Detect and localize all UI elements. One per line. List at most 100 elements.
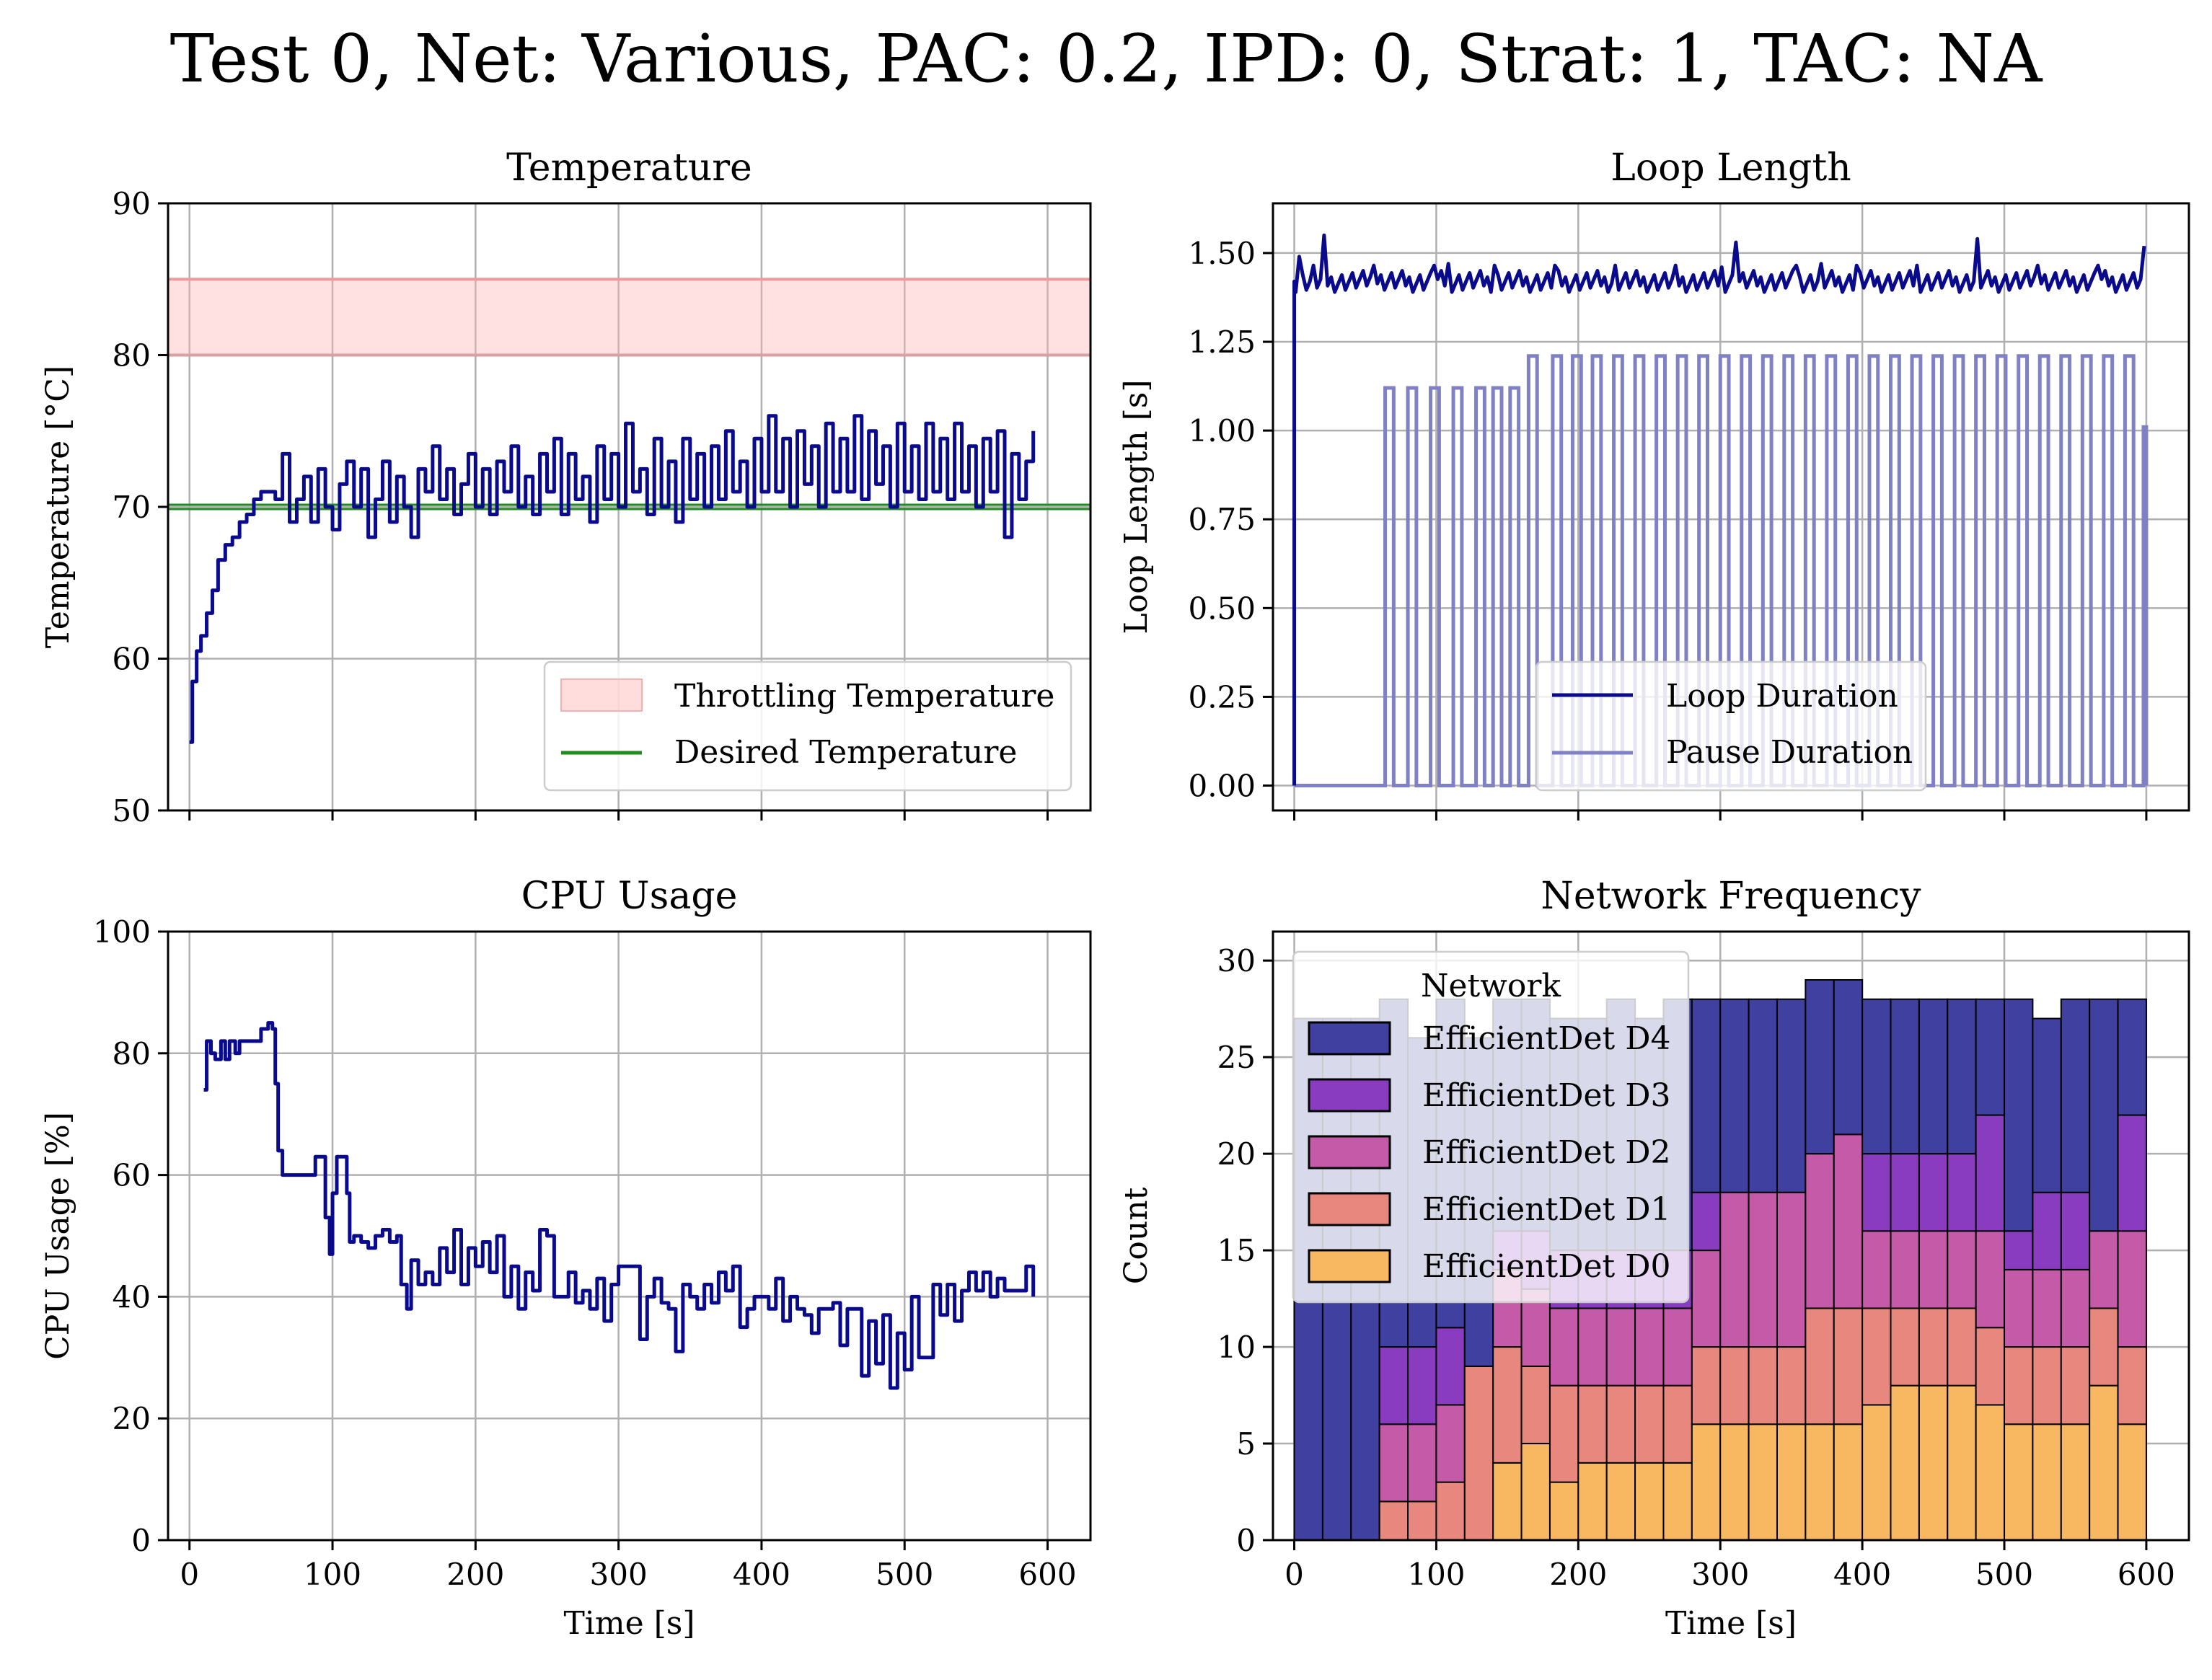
- x-tick-label: 0: [1285, 1557, 1304, 1592]
- bar-efficientdet-d3: [1861, 1153, 1892, 1232]
- y-tick-label: 0: [1236, 1523, 1256, 1558]
- y-tick-label: 60: [113, 642, 151, 677]
- cpu-usage-series: [203, 1021, 1036, 1390]
- bar-efficientdet-d0: [1548, 1481, 1579, 1540]
- bar-efficientdet-d4: [1947, 998, 1977, 1155]
- y-tick-label: 30: [1217, 943, 1256, 978]
- bar-efficientdet-d4: [2089, 998, 2119, 1232]
- plot-area: [203, 1021, 1036, 1390]
- bar-efficientdet-d2: [1435, 1404, 1466, 1483]
- x-tick-label: 100: [1407, 1557, 1465, 1592]
- bar-efficientdet-d2: [1691, 1250, 1722, 1348]
- y-tick-label: 1.50: [1188, 236, 1256, 271]
- plot-area: [168, 278, 1090, 744]
- bar-efficientdet-d2: [1719, 1191, 1750, 1348]
- x-tick-label: 300: [1691, 1557, 1749, 1592]
- bar-efficientdet-d1: [2117, 1346, 2147, 1425]
- bar-efficientdet-d1: [2032, 1346, 2062, 1425]
- legend-label: Pause Duration: [1666, 734, 1913, 771]
- x-tick-label: 400: [1833, 1557, 1891, 1592]
- y-axis-label: Temperature [°C]: [40, 366, 76, 648]
- bar-efficientdet-d1: [1833, 1307, 1864, 1425]
- bar-efficientdet-d0: [1947, 1384, 1977, 1540]
- bar-efficientdet-d2: [1975, 1230, 2006, 1329]
- y-tick-label: 0.00: [1188, 769, 1256, 804]
- bar-efficientdet-d2: [2032, 1268, 2062, 1348]
- legend-swatch: [1308, 1192, 1391, 1226]
- y-tick-label: 25: [1217, 1040, 1256, 1075]
- bar-efficientdet-d0: [1691, 1423, 1722, 1540]
- y-tick-label: 1.00: [1188, 413, 1256, 448]
- bar-efficientdet-d0: [1776, 1423, 1807, 1540]
- y-tick-label: 1.25: [1188, 324, 1256, 360]
- bar-efficientdet-d2: [1748, 1191, 1778, 1348]
- bar-efficientdet-d0: [1975, 1404, 2006, 1540]
- bar-efficientdet-d2: [1805, 1153, 1835, 1309]
- bar-efficientdet-d0: [1805, 1423, 1835, 1540]
- bar-efficientdet-d2: [1776, 1191, 1807, 1348]
- legend-label: EfficientDet D3: [1422, 1077, 1670, 1114]
- bar-efficientdet-d1: [1719, 1346, 1750, 1425]
- y-axis-label: Count: [1118, 1187, 1155, 1284]
- panel-title: Network Frequency: [1541, 875, 1921, 918]
- bar-efficientdet-d1: [1805, 1307, 1835, 1425]
- bar-efficientdet-d4: [1719, 998, 1750, 1193]
- bar-efficientdet-d0: [2117, 1423, 2147, 1540]
- bar-efficientdet-d4: [1776, 998, 1807, 1193]
- bar-efficientdet-d1: [1577, 1384, 1608, 1464]
- bar-efficientdet-d1: [1492, 1346, 1523, 1464]
- legend-swatch-band: [560, 678, 643, 712]
- y-tick-label: 80: [113, 1036, 151, 1071]
- axes-frame: [167, 930, 1092, 1542]
- legend: Loop Duration Pause Duration: [1535, 660, 1927, 792]
- pause-duration-series: [1294, 354, 2149, 788]
- y-tick-label: 15: [1217, 1233, 1256, 1268]
- bar-efficientdet-d3: [1691, 1191, 1722, 1252]
- x-tick-label: 300: [590, 1557, 648, 1592]
- bar-efficientdet-d2: [1662, 1307, 1693, 1387]
- bar-efficientdet-d0: [1520, 1443, 1551, 1540]
- bar-efficientdet-d4: [2060, 998, 2091, 1193]
- throttling-band: [168, 279, 1090, 355]
- y-axis-label: Loop Length [s]: [1118, 379, 1155, 634]
- bar-efficientdet-d3: [2117, 1114, 2147, 1232]
- bar-efficientdet-d1: [1378, 1500, 1409, 1540]
- bar-efficientdet-d2: [1577, 1307, 1608, 1387]
- bar-efficientdet-d1: [1748, 1346, 1778, 1425]
- bar-efficientdet-d1: [1975, 1327, 2006, 1406]
- y-tick-label: 20: [113, 1401, 151, 1436]
- y-tick-label: 0.75: [1188, 502, 1256, 537]
- x-tick-label: 500: [876, 1557, 933, 1592]
- x-tick-label: 400: [733, 1557, 790, 1592]
- legend-swatch: [1308, 1021, 1391, 1056]
- bar-efficientdet-d0: [1890, 1384, 1920, 1540]
- y-tick-label: 70: [113, 490, 151, 525]
- bar-efficientdet-d0: [1719, 1423, 1750, 1540]
- bar-efficientdet-d1: [1776, 1346, 1807, 1425]
- x-tick-label: 200: [446, 1557, 504, 1592]
- x-tick-label: 600: [1018, 1557, 1076, 1592]
- bar-efficientdet-d4: [1890, 998, 1920, 1155]
- bar-efficientdet-d2: [1918, 1230, 1949, 1309]
- panel-title: Loop Length: [1610, 146, 1851, 190]
- legend: Network EfficientDet D4 EfficientDet D3 Eff…: [1292, 950, 1690, 1304]
- bar-efficientdet-d1: [1918, 1307, 1949, 1387]
- y-tick-label: 5: [1236, 1426, 1256, 1462]
- bar-efficientdet-d1: [1947, 1307, 1977, 1387]
- bar-efficientdet-d1: [2004, 1346, 2034, 1425]
- bar-efficientdet-d1: [2089, 1307, 2119, 1387]
- bar-efficientdet-d4: [1918, 998, 1949, 1155]
- bar-efficientdet-d3: [1435, 1327, 1466, 1406]
- loop-duration-series: [1292, 233, 2146, 786]
- bar-efficientdet-d2: [1634, 1307, 1665, 1387]
- bar-efficientdet-d2: [2117, 1230, 2147, 1348]
- bar-efficientdet-d3: [1890, 1153, 1920, 1232]
- legend-box: [1292, 950, 1690, 1304]
- bar-efficientdet-d4: [1805, 978, 1835, 1155]
- bar-efficientdet-d3: [1975, 1114, 2006, 1232]
- bar-efficientdet-d4: [1748, 998, 1778, 1193]
- bar-efficientdet-d0: [1634, 1462, 1665, 1540]
- bar-efficientdet-d4: [2004, 998, 2034, 1232]
- bar-efficientdet-d0: [1662, 1462, 1693, 1540]
- plot-area: [1292, 233, 2149, 788]
